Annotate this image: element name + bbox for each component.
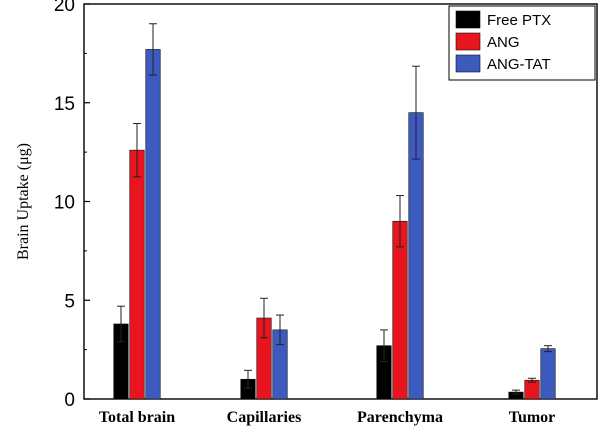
y-tick-label: 10: [54, 193, 75, 214]
y-tick-label: 15: [54, 94, 75, 115]
legend-swatch: [455, 54, 481, 73]
legend-label: ANG-TAT: [487, 56, 551, 73]
legend: Free PTX ANG ANG-TAT: [448, 5, 596, 81]
bar: [129, 149, 145, 400]
x-tick-label: Capillaries: [227, 409, 302, 426]
x-tick-label: Total brain: [99, 409, 175, 426]
y-tick-label: 20: [54, 0, 75, 16]
legend-swatch: [455, 32, 481, 51]
x-axis: Total brain Capillaries Parenchyma Tumor: [99, 409, 555, 426]
bar: [540, 348, 556, 400]
y-tick-label: 5: [64, 291, 75, 312]
legend-label: ANG: [487, 34, 520, 51]
x-tick-label: Tumor: [509, 409, 556, 426]
y-tick-label: 0: [64, 390, 75, 411]
legend-swatch: [455, 10, 481, 29]
x-tick-label: Parenchyma: [357, 409, 443, 426]
legend-label: Free PTX: [487, 12, 551, 29]
y-axis: 0 5 10 15 20: [54, 0, 90, 411]
y-axis-title: Brain Uptake (μg): [15, 143, 32, 260]
bar: [145, 49, 161, 400]
bar: [524, 379, 540, 400]
bars: [113, 23, 556, 400]
bar: [392, 220, 408, 400]
